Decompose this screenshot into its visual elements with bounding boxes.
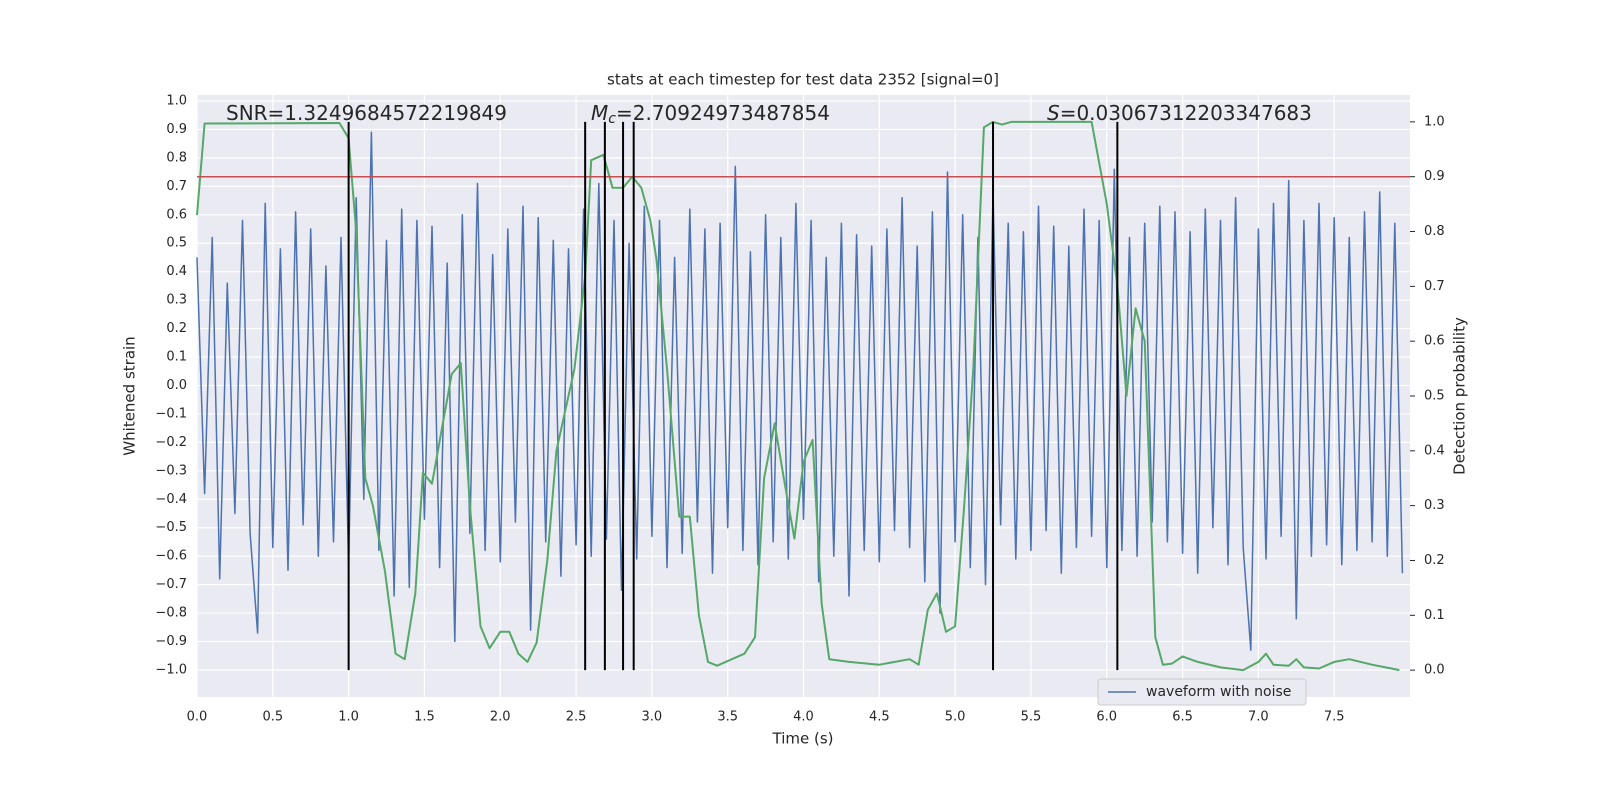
- x-tick-label: 5.0: [945, 710, 966, 725]
- annotation: S=0.03067312203347683: [1047, 101, 1312, 125]
- y-tick-label: 0.2: [166, 321, 187, 336]
- x-tick-label: 1.5: [414, 710, 435, 725]
- y-tick-label: 0.6: [166, 207, 187, 222]
- y-tick-label: 0.8: [166, 150, 187, 165]
- x-tick-label: 1.0: [338, 710, 359, 725]
- y2-tick-label: 0.7: [1424, 279, 1445, 294]
- y-tick-label: −0.5: [155, 520, 187, 535]
- y2-tick-label: 0.4: [1424, 443, 1445, 458]
- x-tick-label: 0.0: [187, 710, 208, 725]
- y-tick-label: 0.4: [166, 264, 187, 279]
- annotation-symbol: M: [591, 101, 608, 125]
- y2-tick-label: 0.9: [1424, 169, 1445, 184]
- legend-label: waveform with noise: [1146, 684, 1291, 700]
- y-tick-label: 0.5: [166, 236, 187, 251]
- x-tick-label: 4.5: [869, 710, 890, 725]
- y2-tick-label: 1.0: [1424, 114, 1445, 129]
- x-tick-label: 7.0: [1248, 710, 1269, 725]
- y2-tick-label: 0.6: [1424, 334, 1445, 349]
- y-tick-label: −1.0: [155, 662, 187, 677]
- y-tick-label: 0.7: [166, 179, 187, 194]
- y2-tick-label: 0.1: [1424, 608, 1445, 623]
- annotation-text: =2.70924973487854: [616, 101, 830, 125]
- annotation: Mc=2.70924973487854: [591, 101, 830, 128]
- y-tick-label: 1.0: [166, 93, 187, 108]
- y-tick-label: −0.2: [155, 435, 187, 450]
- y2-tick-label: 0.5: [1424, 389, 1445, 404]
- x-tick-label: 3.0: [642, 710, 663, 725]
- y-tick-label: 0.9: [166, 122, 187, 137]
- x-tick-label: 6.5: [1172, 710, 1193, 725]
- annotation-text: =0.03067312203347683: [1060, 101, 1312, 125]
- x-tick-label: 5.5: [1021, 710, 1042, 725]
- x-tick-label: 7.5: [1324, 710, 1345, 725]
- y-tick-label: −0.9: [155, 634, 187, 649]
- annotation-text: SNR=1.3249684572219849: [226, 101, 507, 125]
- y-tick-label: −0.3: [155, 463, 187, 478]
- annotation-symbol: S: [1047, 101, 1060, 125]
- y2-tick-label: 0.8: [1424, 224, 1445, 239]
- legend: waveform with noise: [1097, 678, 1307, 706]
- y-tick-label: 0.1: [166, 350, 187, 365]
- x-axis-label: Time (s): [772, 730, 834, 748]
- y-tick-label: −0.8: [155, 606, 187, 621]
- x-tick-label: 4.0: [793, 710, 814, 725]
- y-axis-label: Whitened strain: [121, 336, 139, 455]
- y-tick-label: −0.7: [155, 577, 187, 592]
- y-tick-label: 0.3: [166, 293, 187, 308]
- y-tick-label: 0.0: [166, 378, 187, 393]
- series-line: [196, 131, 1404, 651]
- y2-axis-label: Detection probability: [1451, 317, 1469, 475]
- annotation-subscript: c: [608, 111, 616, 127]
- x-tick-label: 0.5: [262, 710, 283, 725]
- legend-box: [1097, 678, 1307, 706]
- annotation: SNR=1.3249684572219849: [226, 101, 507, 125]
- y2-tick-label: 0.3: [1424, 498, 1445, 513]
- x-tick-label: 6.0: [1096, 710, 1117, 725]
- y-tick-label: −0.4: [155, 492, 187, 507]
- x-tick-label: 2.0: [490, 710, 511, 725]
- y2-tick-label: 0.0: [1424, 663, 1445, 678]
- x-tick-label: 2.5: [566, 710, 587, 725]
- y-tick-label: −0.6: [155, 549, 187, 564]
- chart-title: stats at each timestep for test data 235…: [607, 71, 999, 89]
- series-line: [196, 120, 1400, 672]
- y2-tick-label: 0.2: [1424, 553, 1445, 568]
- x-tick-label: 3.5: [717, 710, 738, 725]
- y-tick-label: −0.1: [155, 406, 187, 421]
